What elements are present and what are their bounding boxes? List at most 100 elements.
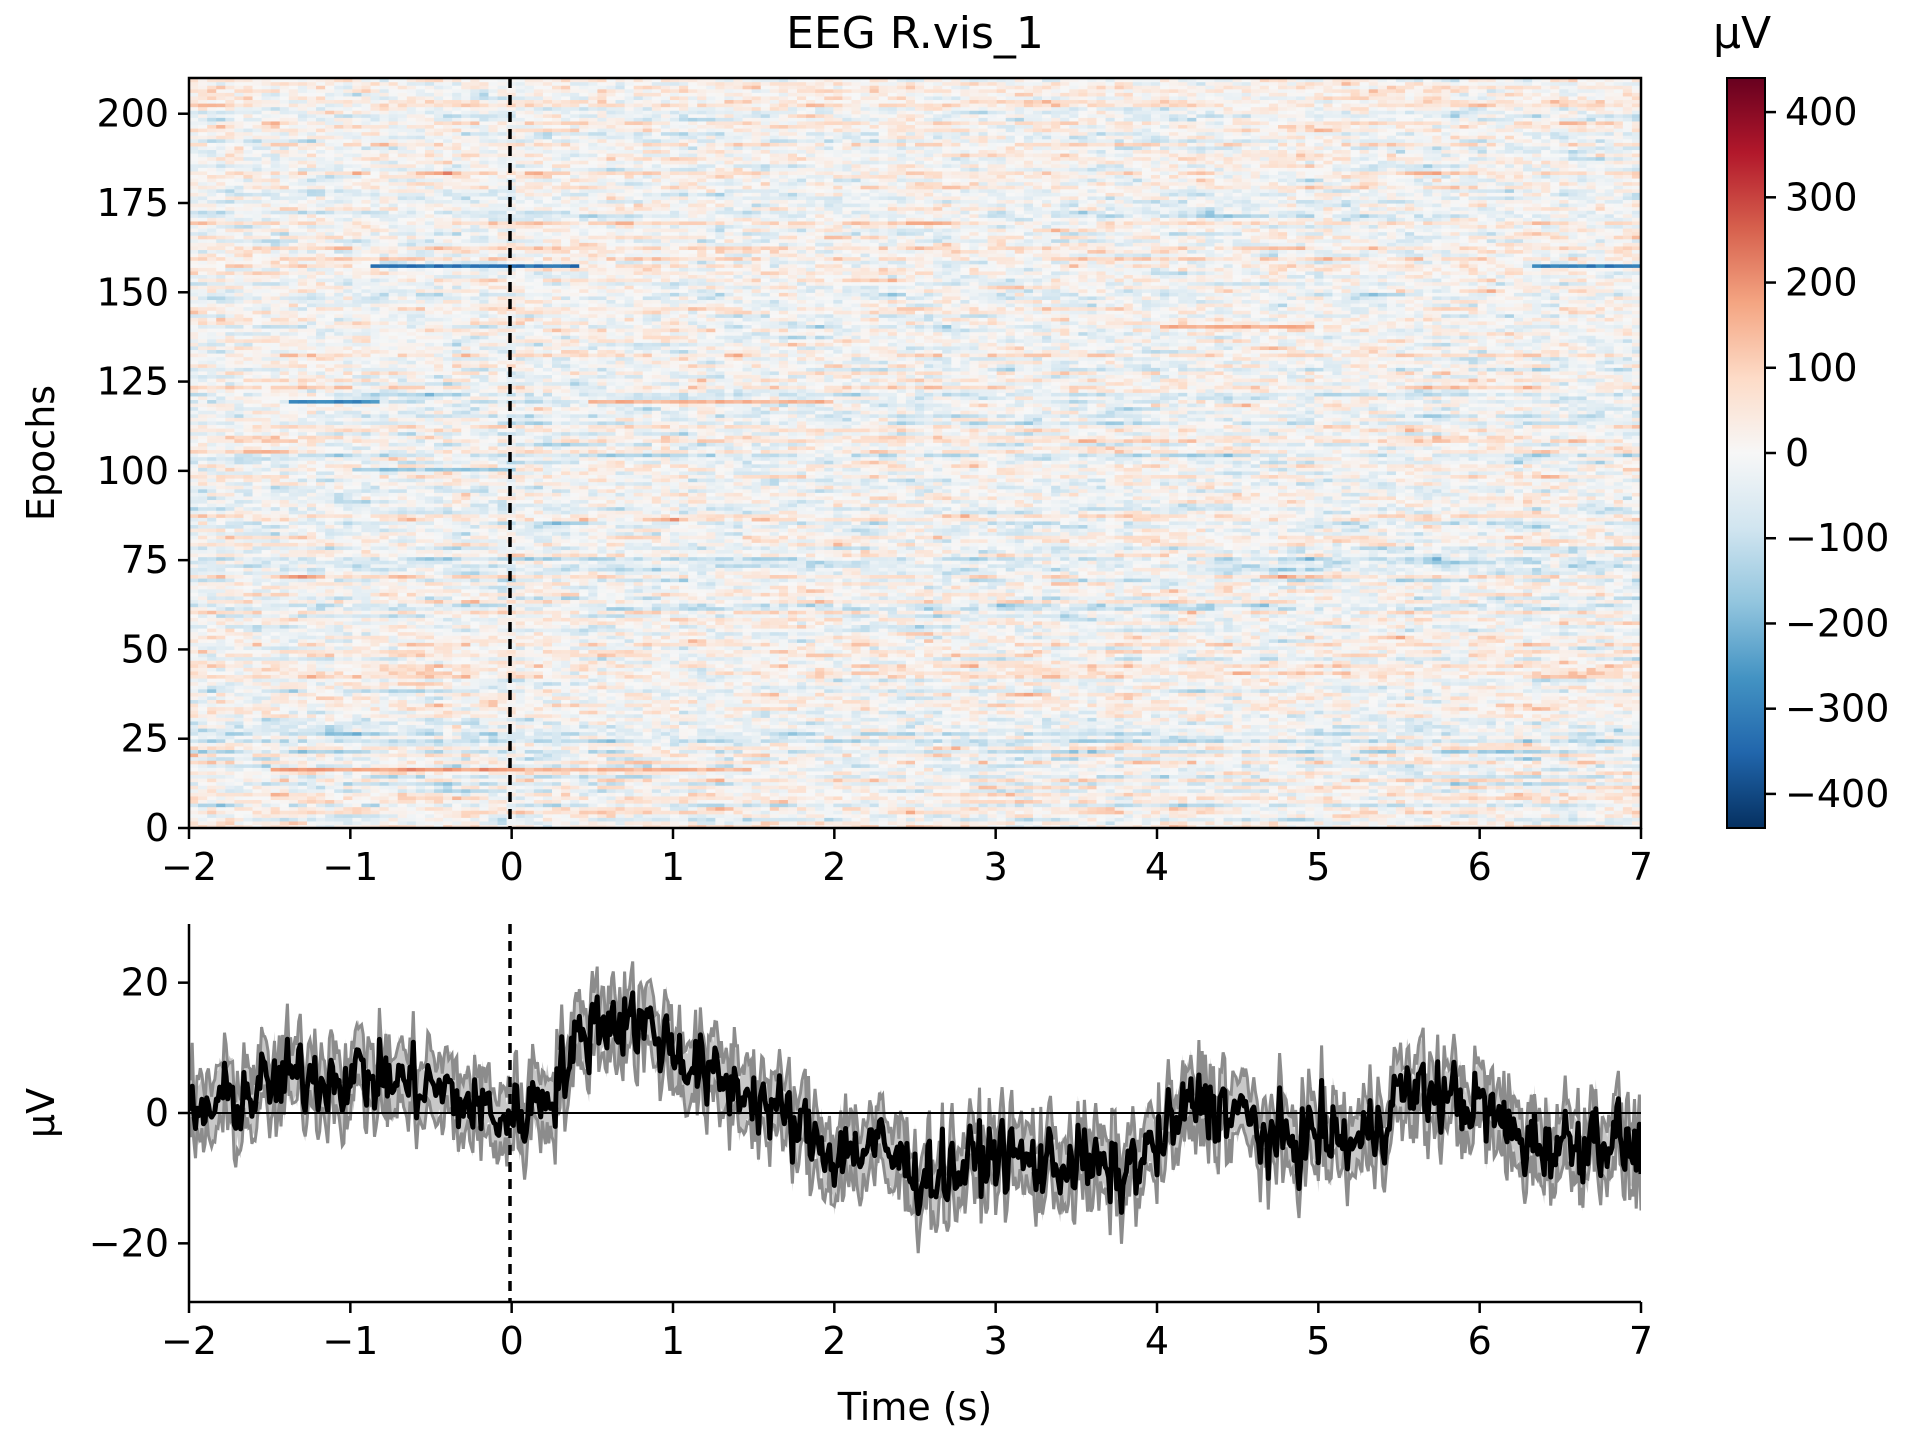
heatmap-cell — [1432, 720, 1442, 726]
heatmap-cell — [842, 795, 853, 801]
heatmap-cell — [878, 735, 889, 740]
heatmap-cell — [1405, 742, 1415, 747]
heatmap-cell — [297, 803, 308, 808]
heatmap-cell — [1441, 760, 1452, 765]
heatmap-cell — [987, 803, 998, 808]
heatmap-cell — [669, 717, 680, 722]
heatmap-cell — [1386, 806, 1397, 811]
heatmap-cell — [1441, 731, 1452, 736]
heatmap-cell — [1268, 817, 1279, 822]
heatmap-cell — [406, 763, 417, 768]
heatmap-cell — [915, 785, 925, 790]
heatmap-cell — [669, 724, 680, 729]
heatmap-cell — [1032, 731, 1043, 736]
heatmap-cell — [216, 792, 226, 797]
heatmap-cell — [824, 756, 834, 761]
heatmap-cell — [443, 735, 453, 740]
heatmap-cell — [1386, 781, 1397, 786]
heatmap-cell — [1023, 810, 1034, 815]
heatmap-cell — [261, 756, 272, 761]
heatmap-cell — [1441, 774, 1452, 779]
heatmap-cell — [987, 760, 998, 765]
heatmap-cell — [361, 742, 372, 747]
heatmap-cell — [1078, 806, 1089, 811]
heatmap-cell — [1631, 735, 1642, 740]
heatmap-cell — [1468, 728, 1479, 733]
heatmap-cell — [851, 745, 862, 751]
heatmap-cell — [1631, 763, 1642, 768]
heatmap-cell — [1450, 788, 1461, 793]
heatmap-cell — [806, 778, 816, 783]
heatmap-cell — [1096, 753, 1107, 758]
heatmap-cell — [1032, 753, 1043, 758]
heatmap-cell — [1577, 742, 1588, 747]
heatmap-cell — [1160, 778, 1170, 783]
heatmap-cell — [243, 795, 254, 801]
heatmap-cell — [697, 810, 707, 815]
heatmap-cell — [1323, 820, 1334, 826]
heatmap-cell — [1105, 731, 1116, 736]
heatmap-cell — [878, 788, 889, 793]
heatmap-cell — [733, 774, 744, 779]
heatmap-cell — [597, 742, 608, 747]
heatmap-cell — [207, 731, 217, 736]
heatmap-cell — [542, 745, 553, 751]
heatmap-cell — [1042, 760, 1052, 765]
heatmap-cell — [1250, 820, 1261, 826]
heatmap-cell — [1278, 810, 1288, 815]
heatmap-cell — [461, 817, 471, 822]
heatmap-cell — [1150, 785, 1161, 790]
heatmap-cell — [833, 749, 843, 754]
heatmap-cell — [1069, 781, 1079, 786]
heatmap-cell — [352, 792, 363, 797]
heatmap-cell — [488, 803, 499, 808]
heatmap-cell — [1477, 720, 1488, 726]
heatmap-cell — [524, 820, 535, 826]
heatmap-cell — [1069, 788, 1079, 793]
heatmap-cell — [1314, 756, 1324, 761]
heatmap-cell — [615, 788, 626, 793]
heatmap-cell — [279, 731, 290, 736]
heatmap-cell — [769, 749, 780, 754]
heatmap-cell — [924, 792, 934, 797]
heatmap-cell — [978, 792, 989, 797]
heatmap-cell — [787, 717, 798, 722]
heatmap-cell — [1568, 788, 1579, 793]
heatmap-cell — [996, 792, 1007, 797]
heatmap-cell — [769, 820, 780, 826]
heatmap-cell — [624, 753, 635, 758]
heatmap-cell — [243, 713, 254, 718]
heatmap-cell — [651, 763, 662, 768]
heatmap-cell — [1123, 763, 1134, 768]
heatmap-cell — [1160, 717, 1170, 722]
heatmap-cell — [334, 749, 344, 754]
heatmap-cell — [243, 753, 254, 758]
heatmap-cell — [1504, 824, 1515, 829]
heatmap-cell — [1377, 788, 1388, 793]
heatmap-cell — [515, 817, 526, 822]
heatmap-cell — [488, 745, 499, 751]
heatmap-cell — [533, 720, 544, 726]
heatmap-cell — [225, 738, 235, 743]
heatmap-cell — [842, 763, 853, 768]
heatmap-cell — [806, 753, 816, 758]
heatmap-cell — [1350, 824, 1361, 829]
heatmap-cell — [1114, 749, 1125, 754]
heatmap-cell — [1595, 763, 1606, 768]
heatmap-cell — [1150, 767, 1161, 772]
heatmap-cell — [987, 795, 998, 801]
heatmap-cell — [1123, 717, 1134, 722]
heatmap-cell — [679, 760, 689, 765]
heatmap-cell — [1550, 756, 1560, 761]
heatmap-cell — [470, 774, 480, 779]
heatmap-cell — [1523, 742, 1533, 747]
heatmap-cell — [1187, 795, 1197, 801]
heatmap-cell — [1169, 731, 1179, 736]
heatmap-cell — [706, 788, 716, 793]
heatmap-cell — [1350, 795, 1361, 801]
heatmap-cell — [1123, 806, 1134, 811]
heatmap-cell — [515, 728, 526, 733]
heatmap-cell — [1305, 795, 1315, 801]
heatmap-cell — [343, 774, 353, 779]
heatmap-cell — [1423, 799, 1433, 804]
